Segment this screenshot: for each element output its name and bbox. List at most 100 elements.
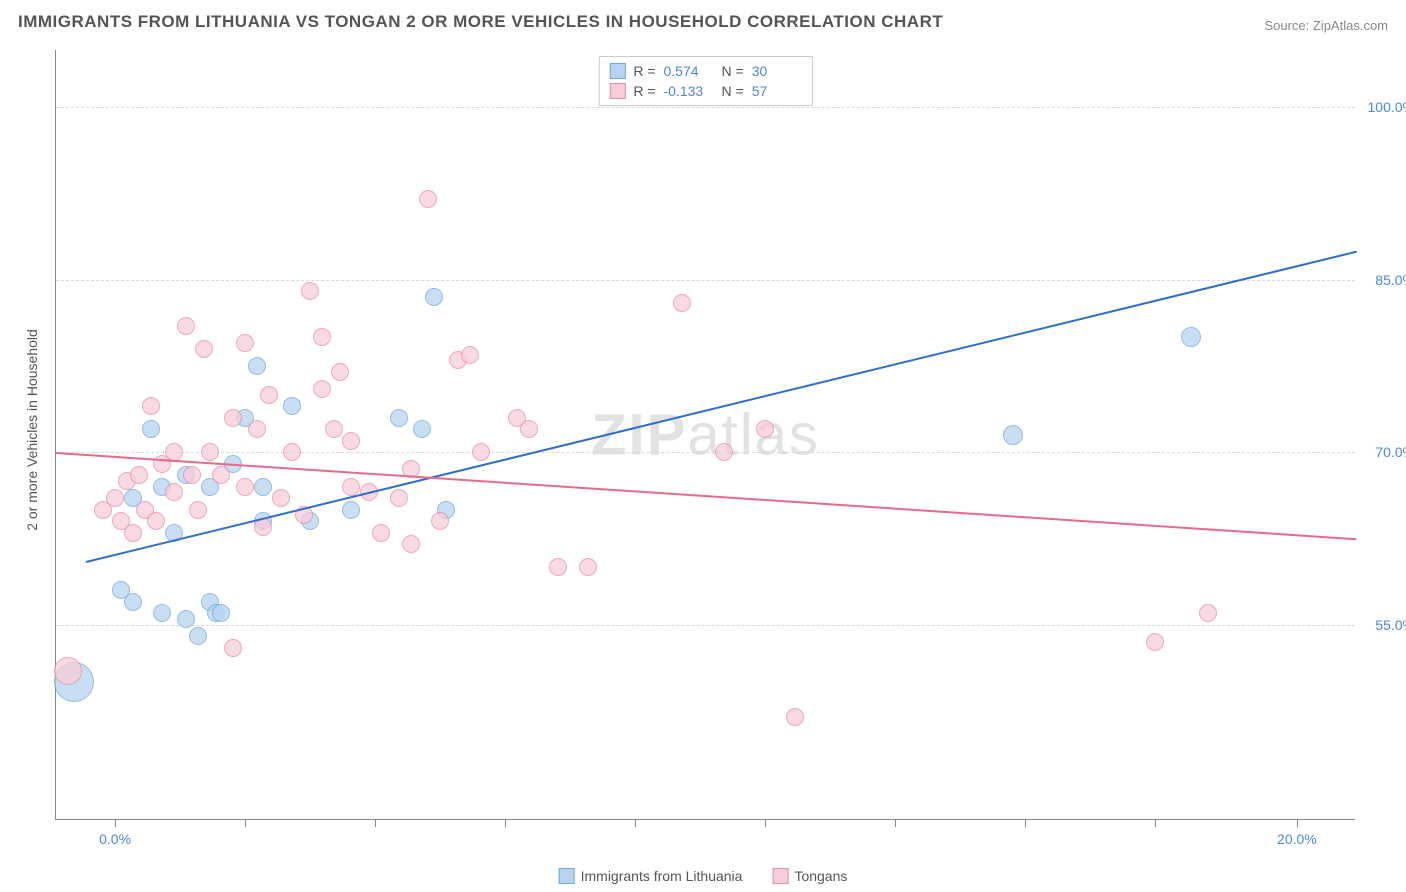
n-value: 57 [752,83,802,99]
swatch-icon [772,868,788,884]
swatch-icon [609,63,625,79]
y-tick-label: 55.0% [1360,617,1406,633]
data-point [301,282,319,300]
gridline [56,625,1355,626]
data-point [520,420,538,438]
data-point [248,357,266,375]
gridline [56,107,1355,108]
x-tick [375,819,376,827]
data-point [390,409,408,427]
trend-line [56,452,1356,540]
data-point [390,489,408,507]
x-tick [1155,819,1156,827]
data-point [201,443,219,461]
data-point [549,558,567,576]
x-tick [505,819,506,827]
data-point [673,294,691,312]
x-tick [245,819,246,827]
gridline [56,452,1355,453]
data-point [248,420,266,438]
data-point [54,657,82,685]
y-tick-label: 85.0% [1360,272,1406,288]
data-point [1003,425,1023,445]
data-point [1199,604,1217,622]
data-point [106,489,124,507]
x-tick-label: 20.0% [1277,831,1317,847]
data-point [224,409,242,427]
data-point [325,420,343,438]
data-point [147,512,165,530]
data-point [283,397,301,415]
x-tick [1297,819,1298,827]
data-point [189,501,207,519]
data-point [260,386,278,404]
swatch-icon [559,868,575,884]
data-point [1146,633,1164,651]
y-axis-label: 2 or more Vehicles in Household [24,329,40,531]
data-point [313,328,331,346]
data-point [195,340,213,358]
data-point [224,639,242,657]
data-point [472,443,490,461]
r-value: -0.133 [664,83,714,99]
data-point [579,558,597,576]
data-point [212,466,230,484]
stats-row: R =-0.133N =57 [609,81,801,101]
data-point [756,420,774,438]
data-point [431,512,449,530]
data-point [786,708,804,726]
data-point [236,478,254,496]
n-value: 30 [752,63,802,79]
data-point [254,478,272,496]
stats-row: R = 0.574 N = 30 [609,61,801,81]
data-point [272,489,290,507]
swatch-icon [609,83,625,99]
legend-item: Tongans [772,868,847,884]
data-point [124,593,142,611]
data-point [236,334,254,352]
legend-label: Tongans [794,868,847,884]
x-tick [115,819,116,827]
x-tick [765,819,766,827]
data-point [153,604,171,622]
data-point [165,483,183,501]
x-tick [1025,819,1026,827]
n-label: N = [722,83,744,99]
data-point [183,466,201,484]
data-point [425,288,443,306]
y-tick-label: 70.0% [1360,444,1406,460]
trend-line [85,251,1356,563]
legend: Immigrants from Lithuania Tongans [559,868,848,884]
data-point [177,610,195,628]
data-point [342,478,360,496]
x-tick [635,819,636,827]
data-point [1181,327,1201,347]
r-label: R = [633,63,655,79]
y-tick-label: 100.0% [1360,99,1406,115]
data-point [342,501,360,519]
data-point [342,432,360,450]
data-point [331,363,349,381]
x-tick [895,819,896,827]
data-point [177,317,195,335]
gridline [56,280,1355,281]
data-point [189,627,207,645]
chart-title: IMMIGRANTS FROM LITHUANIA VS TONGAN 2 OR… [18,12,943,32]
data-point [402,535,420,553]
data-point [715,443,733,461]
data-point [461,346,479,364]
n-label: N = [722,63,744,79]
data-point [372,524,390,542]
data-point [419,190,437,208]
data-point [283,443,301,461]
data-point [124,524,142,542]
r-value: 0.574 [664,63,714,79]
data-point [413,420,431,438]
data-point [212,604,230,622]
data-point [313,380,331,398]
chart-source: Source: ZipAtlas.com [1264,18,1388,33]
data-point [142,397,160,415]
plot-area: ZIPatlas R =0.574N =30R =-0.133N =57 55.… [55,50,1355,820]
data-point [142,420,160,438]
legend-item: Immigrants from Lithuania [559,868,743,884]
